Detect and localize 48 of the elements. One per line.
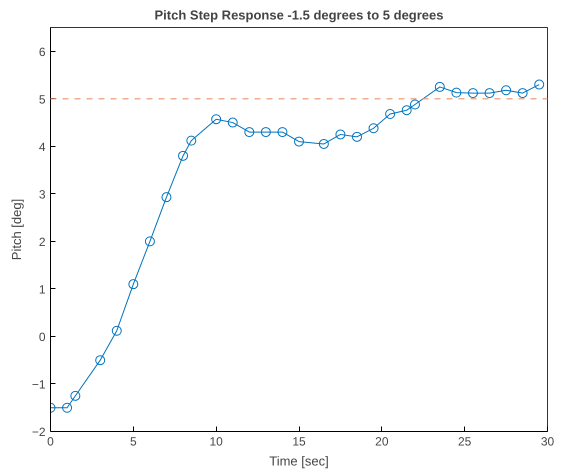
point bbox=[178, 150, 188, 161]
point bbox=[144, 236, 155, 246]
point bbox=[62, 402, 72, 413]
point bbox=[186, 136, 196, 146]
point bbox=[385, 109, 396, 119]
point bbox=[260, 127, 271, 138]
point bbox=[410, 100, 420, 110]
point bbox=[211, 114, 222, 124]
point bbox=[484, 88, 495, 98]
point bbox=[277, 127, 288, 138]
point bbox=[468, 88, 478, 98]
point bbox=[244, 127, 254, 138]
point bbox=[434, 82, 445, 92]
point bbox=[368, 123, 379, 134]
chart-title: Pitch Step Response -1.5 degrees to 5 degrees bbox=[154, 8, 444, 22]
y-tick-label: 6 bbox=[38, 44, 46, 59]
point bbox=[228, 118, 238, 128]
point bbox=[451, 88, 462, 98]
x-tick-label: 0 bbox=[47, 434, 54, 448]
y-tick-label: −1 bbox=[32, 377, 46, 392]
x-tick-label: 10 bbox=[209, 434, 224, 448]
point bbox=[112, 326, 122, 336]
x-tick-label: 20 bbox=[375, 434, 389, 448]
x-axis-title: Time [sec] bbox=[269, 454, 329, 468]
point bbox=[501, 85, 512, 96]
y-tick-label: 1 bbox=[38, 282, 46, 296]
point bbox=[95, 355, 106, 366]
point bbox=[128, 279, 138, 290]
y-tick-label: 3 bbox=[38, 187, 46, 202]
x-tick-label: 30 bbox=[540, 434, 554, 448]
point bbox=[335, 129, 346, 140]
y-tick-label: 0 bbox=[38, 330, 46, 344]
point bbox=[402, 105, 412, 116]
x-tick-label: 15 bbox=[292, 434, 306, 448]
y-tick-label: −2 bbox=[32, 425, 46, 439]
x-tick-label: 25 bbox=[458, 434, 472, 448]
point bbox=[294, 136, 304, 147]
x-tick-label: 5 bbox=[130, 434, 137, 448]
point bbox=[518, 88, 528, 98]
point bbox=[318, 138, 329, 149]
point bbox=[70, 390, 80, 401]
point bbox=[352, 132, 362, 142]
y-tick-label: 4 bbox=[38, 140, 46, 154]
y-tick-label: 2 bbox=[38, 234, 46, 249]
y-tick-label: 5 bbox=[38, 92, 46, 106]
point bbox=[534, 80, 544, 90]
point bbox=[161, 192, 172, 202]
y-axis-title: Pitch [deg] bbox=[8, 198, 24, 260]
